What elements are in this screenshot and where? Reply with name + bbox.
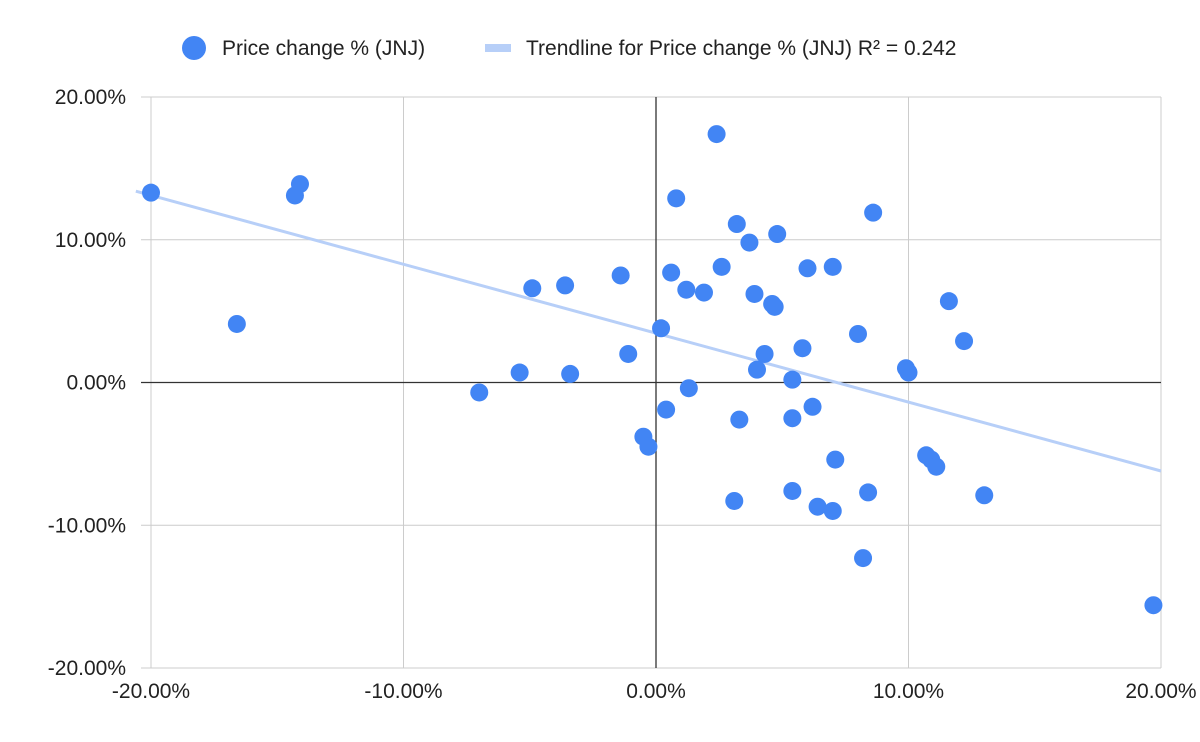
- data-point: [667, 189, 686, 208]
- legend-label-price-change: Price change % (JNJ): [222, 37, 425, 60]
- trendline-layer: [135, 189, 1162, 473]
- y-tick-label: 0.00%: [66, 372, 126, 395]
- data-point: [798, 259, 817, 278]
- data-point: [745, 284, 764, 303]
- data-point: [227, 314, 246, 333]
- data-point: [927, 457, 946, 476]
- data-point: [939, 292, 958, 311]
- legend-marker-trendline: [485, 44, 511, 52]
- data-point: [808, 497, 827, 516]
- data-point: [657, 400, 676, 419]
- x-tick-label: 10.00%: [873, 680, 944, 703]
- data-point: [783, 370, 802, 389]
- data-point: [899, 363, 918, 382]
- data-point: [652, 319, 671, 338]
- data-point: [803, 397, 822, 416]
- data-point: [142, 183, 160, 202]
- data-point: [712, 257, 731, 276]
- data-point: [975, 486, 994, 505]
- x-axis-tick-labels: -20.00% -10.00% 0.00% 10.00% 20.00%: [112, 680, 1197, 703]
- data-point: [823, 501, 842, 520]
- data-point: [1144, 596, 1163, 615]
- data-point: [662, 263, 681, 282]
- data-point: [793, 339, 812, 358]
- data-point: [523, 279, 542, 298]
- data-point: [510, 363, 529, 382]
- data-point: [864, 203, 883, 222]
- axes: [141, 97, 1161, 668]
- trendline: [135, 189, 1162, 473]
- y-tick-label: -10.00%: [48, 514, 126, 537]
- x-tick-label: -10.00%: [364, 680, 442, 703]
- x-tick-label: 20.00%: [1125, 680, 1196, 703]
- y-tick-label: 20.00%: [55, 86, 126, 109]
- data-point: [740, 233, 759, 252]
- y-tick-label: -20.00%: [48, 657, 126, 680]
- data-point: [730, 410, 749, 429]
- data-points: [142, 125, 1163, 615]
- data-point: [639, 437, 658, 456]
- y-tick-label: 10.00%: [55, 229, 126, 252]
- data-point: [823, 257, 842, 276]
- y-axis-tick-labels: -20.00% -10.00% 0.00% 10.00% 20.00%: [48, 86, 126, 680]
- data-point: [707, 125, 726, 144]
- data-point: [561, 364, 580, 383]
- data-point: [694, 283, 713, 302]
- data-point: [727, 215, 746, 234]
- data-point: [783, 481, 802, 500]
- data-point: [556, 276, 575, 295]
- data-point: [725, 491, 744, 510]
- x-tick-label: -20.00%: [112, 680, 190, 703]
- data-point: [755, 344, 774, 363]
- data-point: [679, 379, 698, 398]
- data-point: [854, 549, 873, 568]
- data-point: [859, 483, 878, 502]
- data-point: [783, 409, 802, 428]
- x-tick-label: 0.00%: [626, 680, 686, 703]
- data-point: [768, 225, 787, 244]
- legend: Price change % (JNJ) Trendline for Price…: [182, 36, 957, 60]
- data-point: [677, 280, 696, 299]
- data-point: [748, 360, 766, 379]
- data-point: [849, 324, 867, 343]
- data-point: [470, 383, 489, 402]
- data-point: [619, 344, 638, 363]
- data-point: [611, 266, 630, 285]
- legend-marker-price-change: [182, 36, 206, 60]
- legend-label-trendline: Trendline for Price change % (JNJ) R² = …: [526, 37, 957, 60]
- data-point: [765, 297, 784, 316]
- data-point: [955, 332, 974, 351]
- data-point: [826, 450, 845, 469]
- data-point: [285, 186, 304, 205]
